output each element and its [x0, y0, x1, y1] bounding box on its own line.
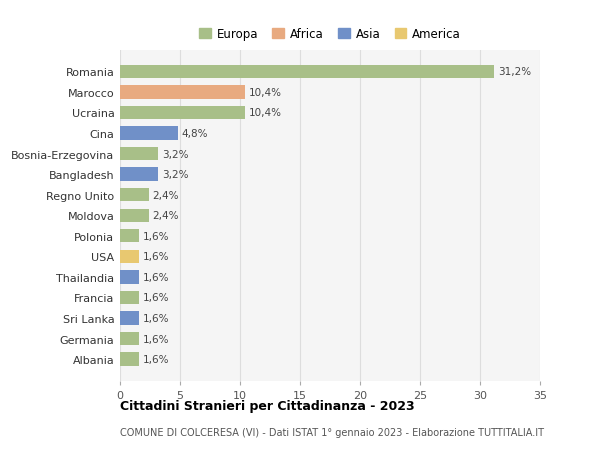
Text: 1,6%: 1,6%	[143, 252, 169, 262]
Bar	[120, 168, 158, 181]
Text: 1,6%: 1,6%	[143, 334, 169, 344]
Text: 1,6%: 1,6%	[143, 354, 169, 364]
Bar	[120, 147, 158, 161]
Bar	[120, 189, 149, 202]
Text: 1,6%: 1,6%	[143, 293, 169, 303]
Text: 2,4%: 2,4%	[152, 211, 179, 221]
Bar	[120, 209, 149, 223]
Bar	[120, 332, 139, 346]
Bar	[120, 291, 139, 304]
Bar	[120, 250, 139, 263]
Legend: Europa, Africa, Asia, America: Europa, Africa, Asia, America	[194, 23, 466, 46]
Text: 1,6%: 1,6%	[143, 313, 169, 323]
Text: 31,2%: 31,2%	[498, 67, 531, 77]
Text: 2,4%: 2,4%	[152, 190, 179, 200]
Text: COMUNE DI COLCERESA (VI) - Dati ISTAT 1° gennaio 2023 - Elaborazione TUTTITALIA.: COMUNE DI COLCERESA (VI) - Dati ISTAT 1°…	[120, 427, 544, 437]
Text: 4,8%: 4,8%	[181, 129, 208, 139]
Text: 3,2%: 3,2%	[162, 170, 188, 180]
Text: 3,2%: 3,2%	[162, 149, 188, 159]
Bar	[120, 86, 245, 99]
Text: Cittadini Stranieri per Cittadinanza - 2023: Cittadini Stranieri per Cittadinanza - 2…	[120, 399, 415, 412]
Text: 1,6%: 1,6%	[143, 272, 169, 282]
Bar	[120, 66, 494, 79]
Text: 1,6%: 1,6%	[143, 231, 169, 241]
Bar	[120, 312, 139, 325]
Text: 10,4%: 10,4%	[248, 108, 281, 118]
Bar	[120, 106, 245, 120]
Bar	[120, 353, 139, 366]
Bar	[120, 127, 178, 140]
Bar	[120, 271, 139, 284]
Bar	[120, 230, 139, 243]
Text: 10,4%: 10,4%	[248, 88, 281, 98]
